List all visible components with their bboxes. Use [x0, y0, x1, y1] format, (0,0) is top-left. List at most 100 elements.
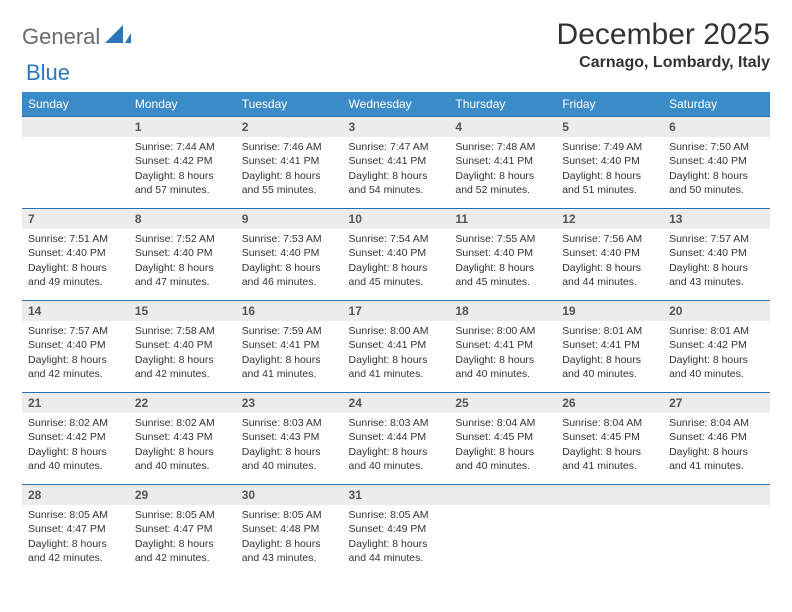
weekday-header: Monday [129, 92, 236, 116]
day-details: Sunrise: 7:51 AMSunset: 4:40 PMDaylight:… [22, 229, 129, 295]
calendar-day-cell: 14Sunrise: 7:57 AMSunset: 4:40 PMDayligh… [22, 300, 129, 392]
calendar-week-row: 21Sunrise: 8:02 AMSunset: 4:42 PMDayligh… [22, 392, 770, 484]
day-number: 30 [236, 484, 343, 505]
day-details: Sunrise: 7:54 AMSunset: 4:40 PMDaylight:… [343, 229, 450, 295]
day-number: 15 [129, 300, 236, 321]
calendar-day-cell: 13Sunrise: 7:57 AMSunset: 4:40 PMDayligh… [663, 208, 770, 300]
day-number: 28 [22, 484, 129, 505]
calendar-day-cell: 19Sunrise: 8:01 AMSunset: 4:41 PMDayligh… [556, 300, 663, 392]
weekday-header: Tuesday [236, 92, 343, 116]
calendar-day-cell: 29Sunrise: 8:05 AMSunset: 4:47 PMDayligh… [129, 484, 236, 576]
day-details: Sunrise: 8:05 AMSunset: 4:47 PMDaylight:… [129, 505, 236, 571]
calendar-day-cell: 9Sunrise: 7:53 AMSunset: 4:40 PMDaylight… [236, 208, 343, 300]
calendar-week-row: 1Sunrise: 7:44 AMSunset: 4:42 PMDaylight… [22, 116, 770, 208]
calendar-day-cell [22, 116, 129, 208]
day-details: Sunrise: 7:55 AMSunset: 4:40 PMDaylight:… [449, 229, 556, 295]
day-details: Sunrise: 7:48 AMSunset: 4:41 PMDaylight:… [449, 137, 556, 203]
calendar-day-cell: 16Sunrise: 7:59 AMSunset: 4:41 PMDayligh… [236, 300, 343, 392]
day-details: Sunrise: 7:44 AMSunset: 4:42 PMDaylight:… [129, 137, 236, 203]
day-number: 11 [449, 208, 556, 229]
weekday-header-row: Sunday Monday Tuesday Wednesday Thursday… [22, 92, 770, 116]
location-text: Carnago, Lombardy, Italy [557, 54, 770, 72]
month-title: December 2025 [557, 18, 770, 52]
day-details: Sunrise: 8:02 AMSunset: 4:43 PMDaylight:… [129, 413, 236, 479]
day-number: 25 [449, 392, 556, 413]
day-number: 27 [663, 392, 770, 413]
day-details: Sunrise: 7:49 AMSunset: 4:40 PMDaylight:… [556, 137, 663, 203]
day-details: Sunrise: 8:01 AMSunset: 4:42 PMDaylight:… [663, 321, 770, 387]
day-number: 26 [556, 392, 663, 413]
day-details: Sunrise: 7:58 AMSunset: 4:40 PMDaylight:… [129, 321, 236, 387]
logo-text-blue: Blue [26, 60, 70, 85]
day-number: 8 [129, 208, 236, 229]
calendar-day-cell: 2Sunrise: 7:46 AMSunset: 4:41 PMDaylight… [236, 116, 343, 208]
calendar-day-cell: 17Sunrise: 8:00 AMSunset: 4:41 PMDayligh… [343, 300, 450, 392]
day-details: Sunrise: 8:05 AMSunset: 4:49 PMDaylight:… [343, 505, 450, 571]
weekday-header: Friday [556, 92, 663, 116]
day-number: 14 [22, 300, 129, 321]
day-number: 29 [129, 484, 236, 505]
day-number: 7 [22, 208, 129, 229]
day-number: 6 [663, 116, 770, 137]
logo-sail-icon [105, 25, 131, 50]
day-details: Sunrise: 8:04 AMSunset: 4:45 PMDaylight:… [449, 413, 556, 479]
calendar-table: Sunday Monday Tuesday Wednesday Thursday… [22, 92, 770, 576]
day-number: 24 [343, 392, 450, 413]
calendar-day-cell: 7Sunrise: 7:51 AMSunset: 4:40 PMDaylight… [22, 208, 129, 300]
day-number: 12 [556, 208, 663, 229]
calendar-day-cell: 1Sunrise: 7:44 AMSunset: 4:42 PMDaylight… [129, 116, 236, 208]
weekday-header: Sunday [22, 92, 129, 116]
day-details: Sunrise: 7:53 AMSunset: 4:40 PMDaylight:… [236, 229, 343, 295]
day-details: Sunrise: 8:00 AMSunset: 4:41 PMDaylight:… [449, 321, 556, 387]
calendar-week-row: 28Sunrise: 8:05 AMSunset: 4:47 PMDayligh… [22, 484, 770, 576]
calendar-day-cell: 28Sunrise: 8:05 AMSunset: 4:47 PMDayligh… [22, 484, 129, 576]
calendar-day-cell [663, 484, 770, 576]
day-number: 5 [556, 116, 663, 137]
day-details: Sunrise: 7:57 AMSunset: 4:40 PMDaylight:… [663, 229, 770, 295]
day-number: 23 [236, 392, 343, 413]
day-details: Sunrise: 8:00 AMSunset: 4:41 PMDaylight:… [343, 321, 450, 387]
calendar-day-cell: 10Sunrise: 7:54 AMSunset: 4:40 PMDayligh… [343, 208, 450, 300]
calendar-day-cell: 20Sunrise: 8:01 AMSunset: 4:42 PMDayligh… [663, 300, 770, 392]
day-number: 16 [236, 300, 343, 321]
day-details: Sunrise: 8:03 AMSunset: 4:44 PMDaylight:… [343, 413, 450, 479]
calendar-day-cell: 6Sunrise: 7:50 AMSunset: 4:40 PMDaylight… [663, 116, 770, 208]
calendar-day-cell: 15Sunrise: 7:58 AMSunset: 4:40 PMDayligh… [129, 300, 236, 392]
day-number: 31 [343, 484, 450, 505]
calendar-day-cell: 18Sunrise: 8:00 AMSunset: 4:41 PMDayligh… [449, 300, 556, 392]
weekday-header: Saturday [663, 92, 770, 116]
day-details: Sunrise: 7:50 AMSunset: 4:40 PMDaylight:… [663, 137, 770, 203]
day-number: 20 [663, 300, 770, 321]
calendar-day-cell: 3Sunrise: 7:47 AMSunset: 4:41 PMDaylight… [343, 116, 450, 208]
day-number: 3 [343, 116, 450, 137]
day-number: 22 [129, 392, 236, 413]
day-number: 13 [663, 208, 770, 229]
day-details: Sunrise: 7:47 AMSunset: 4:41 PMDaylight:… [343, 137, 450, 203]
calendar-day-cell [556, 484, 663, 576]
day-details: Sunrise: 7:52 AMSunset: 4:40 PMDaylight:… [129, 229, 236, 295]
calendar-day-cell: 25Sunrise: 8:04 AMSunset: 4:45 PMDayligh… [449, 392, 556, 484]
day-details: Sunrise: 8:02 AMSunset: 4:42 PMDaylight:… [22, 413, 129, 479]
calendar-day-cell: 4Sunrise: 7:48 AMSunset: 4:41 PMDaylight… [449, 116, 556, 208]
day-number: 18 [449, 300, 556, 321]
brand-logo: General [22, 18, 109, 50]
day-details: Sunrise: 7:46 AMSunset: 4:41 PMDaylight:… [236, 137, 343, 203]
day-details: Sunrise: 7:57 AMSunset: 4:40 PMDaylight:… [22, 321, 129, 387]
day-details: Sunrise: 7:56 AMSunset: 4:40 PMDaylight:… [556, 229, 663, 295]
day-number: 4 [449, 116, 556, 137]
day-details: Sunrise: 8:04 AMSunset: 4:46 PMDaylight:… [663, 413, 770, 479]
calendar-week-row: 7Sunrise: 7:51 AMSunset: 4:40 PMDaylight… [22, 208, 770, 300]
day-details: Sunrise: 8:03 AMSunset: 4:43 PMDaylight:… [236, 413, 343, 479]
day-number: 1 [129, 116, 236, 137]
calendar-day-cell: 26Sunrise: 8:04 AMSunset: 4:45 PMDayligh… [556, 392, 663, 484]
calendar-day-cell [449, 484, 556, 576]
calendar-day-cell: 31Sunrise: 8:05 AMSunset: 4:49 PMDayligh… [343, 484, 450, 576]
calendar-day-cell: 27Sunrise: 8:04 AMSunset: 4:46 PMDayligh… [663, 392, 770, 484]
day-number: 9 [236, 208, 343, 229]
day-number: 19 [556, 300, 663, 321]
day-details: Sunrise: 8:05 AMSunset: 4:47 PMDaylight:… [22, 505, 129, 571]
calendar-day-cell: 11Sunrise: 7:55 AMSunset: 4:40 PMDayligh… [449, 208, 556, 300]
calendar-day-cell: 5Sunrise: 7:49 AMSunset: 4:40 PMDaylight… [556, 116, 663, 208]
calendar-day-cell: 23Sunrise: 8:03 AMSunset: 4:43 PMDayligh… [236, 392, 343, 484]
day-number: 2 [236, 116, 343, 137]
